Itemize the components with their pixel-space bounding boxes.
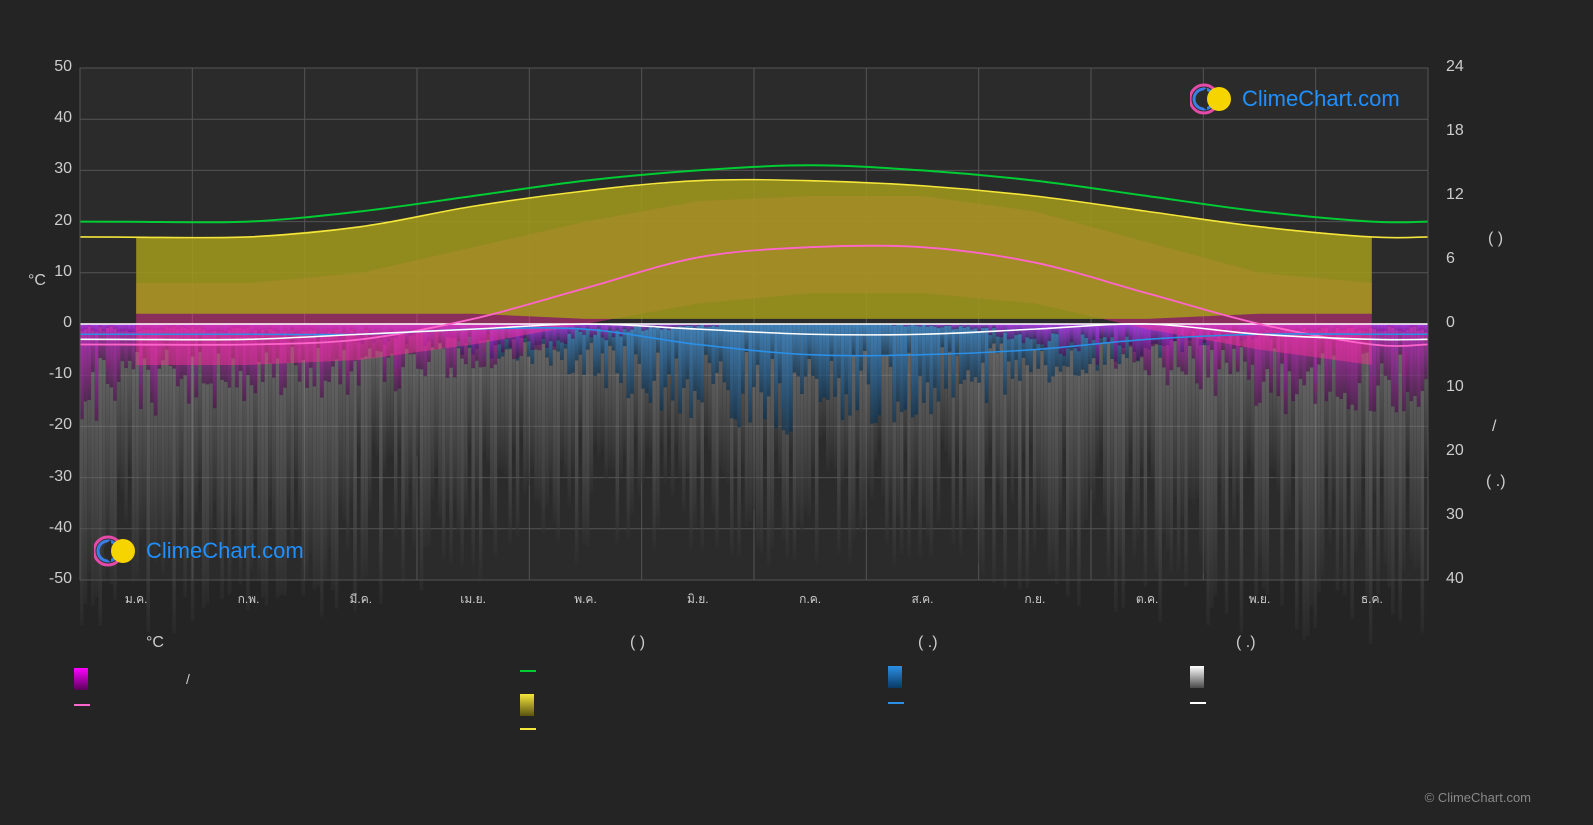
right-tick-bot-40: 40 [1446, 570, 1486, 588]
legend-pink-line [74, 704, 90, 706]
watermark-bottom: ClimeChart.com [94, 534, 304, 568]
watermark-text: ClimeChart.com [146, 538, 304, 564]
legend-white-line [1190, 702, 1206, 704]
legend-green-line [520, 670, 536, 672]
month-label-0: ม.ค. [106, 590, 166, 609]
chart-root: 50403020100-10-20-30-40-50 2418126010203… [0, 0, 1593, 825]
left-tick-30: 30 [30, 160, 72, 178]
right-tick-bot-30: 30 [1446, 506, 1486, 524]
left-tick-20: 20 [30, 212, 72, 230]
legend-grey-swatch [1190, 666, 1204, 688]
right-tick-top-18: 18 [1446, 122, 1486, 140]
month-label-11: ธ.ค. [1342, 590, 1402, 609]
legend-header-2: ( ) [630, 634, 645, 652]
left-tick--10: -10 [30, 365, 72, 383]
month-label-3: เม.ย. [443, 590, 503, 609]
left-tick-40: 40 [30, 109, 72, 127]
month-label-1: ก.พ. [219, 590, 279, 609]
month-label-10: พ.ย. [1230, 590, 1290, 609]
month-label-2: มี.ค. [331, 590, 391, 609]
legend-yellow-line [520, 728, 536, 730]
month-label-6: ก.ค. [780, 590, 840, 609]
legend-magenta-label: / [186, 671, 190, 687]
legend-header-col1: °C [146, 634, 164, 652]
left-tick--40: -40 [30, 519, 72, 537]
climechart-logo-icon [1190, 82, 1234, 116]
right-tick-top-12: 12 [1446, 186, 1486, 204]
month-label-4: พ.ค. [556, 590, 616, 609]
right-axis-lower-unit-1: / [1492, 418, 1496, 436]
legend-blue-swatch [888, 666, 902, 688]
legend-header-col2: ( ) [630, 634, 645, 652]
right-tick-bot-10: 10 [1446, 378, 1486, 396]
right-tick-top-0: 0 [1446, 314, 1486, 332]
legend-header-col4: ( .) [1236, 634, 1256, 652]
right-tick-bot-20: 20 [1446, 442, 1486, 460]
right-tick-top-6: 6 [1446, 250, 1486, 268]
legend-header-3: ( .) [918, 634, 938, 652]
legend-header-1: °C [146, 634, 164, 652]
legend-header-col3: ( .) [918, 634, 938, 652]
left-axis-unit: °C [28, 272, 46, 290]
month-label-8: ก.ย. [1005, 590, 1065, 609]
watermark-text: ClimeChart.com [1242, 86, 1400, 112]
right-axis-lower-unit-2: ( .) [1486, 473, 1506, 491]
left-tick--30: -30 [30, 468, 72, 486]
watermark-top: ClimeChart.com [1190, 82, 1400, 116]
copyright: © ClimeChart.com [1425, 790, 1531, 805]
legend-magenta-swatch: / [74, 668, 190, 690]
right-tick-top-24: 24 [1446, 58, 1486, 76]
left-tick-50: 50 [30, 58, 72, 76]
month-label-9: ต.ค. [1117, 590, 1177, 609]
left-tick--20: -20 [30, 416, 72, 434]
legend-blue-line [888, 702, 904, 704]
left-tick--50: -50 [30, 570, 72, 588]
climate-chart-svg [0, 0, 1593, 825]
right-axis-upper-unit: ( ) [1488, 230, 1503, 248]
month-label-7: ส.ค. [893, 590, 953, 609]
legend-yellow-swatch [520, 694, 534, 716]
month-label-5: มิ.ย. [668, 590, 728, 609]
legend-header-4: ( .) [1236, 634, 1256, 652]
left-tick-0: 0 [30, 314, 72, 332]
climechart-logo-icon [94, 534, 138, 568]
